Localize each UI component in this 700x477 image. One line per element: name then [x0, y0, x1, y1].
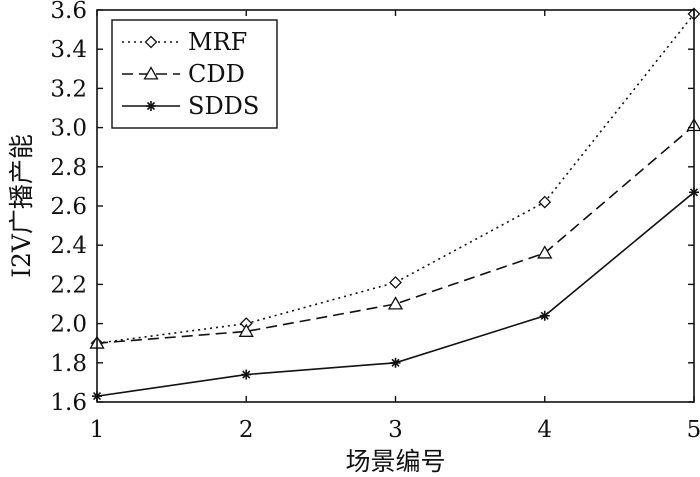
x-tick-label: 2 [239, 417, 254, 443]
y-tick-label: 2.6 [50, 194, 87, 220]
legend-label-cdd: CDD [188, 60, 245, 88]
y-tick-label: 2.4 [50, 233, 87, 259]
legend-marker-cdd [143, 66, 159, 80]
x-axis-title: 场景编号 [345, 447, 445, 476]
data-point-cdd [238, 323, 254, 337]
series-line-cdd [96, 125, 695, 344]
y-tick-label: 2.8 [50, 155, 87, 181]
legend-label-mrf: MRF [188, 28, 247, 56]
legend: MRF CDD SDDS [111, 19, 278, 129]
x-tick-label: 1 [90, 417, 105, 443]
y-tick-label: 1.6 [50, 390, 87, 416]
legend-marker-mrf [144, 35, 158, 49]
y-tick-label: 2.2 [50, 272, 87, 298]
y-axis-title: I2V广播产能 [7, 134, 36, 278]
data-point-cdd [537, 245, 553, 259]
axis-ticks: 1.6 1.8 2.0 2.2 2.4 2.6 2.8 3.0 3.2 3.4 3.6 1 2 3 4 5 [50, 0, 700, 443]
legend-label-sdds: SDDS [188, 92, 259, 120]
x-tick-label: 3 [388, 417, 403, 443]
data-point-cdd [387, 296, 404, 310]
y-tick-label: 3.4 [50, 37, 87, 63]
y-tick-label: 2.0 [50, 312, 87, 338]
x-tick-label: 4 [537, 417, 552, 443]
data-point-mrf [389, 276, 402, 289]
data-point-sdds [539, 310, 550, 321]
y-tick-label: 3.6 [50, 0, 87, 24]
y-tick-label: 3.2 [50, 76, 87, 102]
data-point-mrf [538, 195, 552, 209]
y-tick-label: 1.8 [50, 351, 87, 377]
y-tick-label: 3.0 [50, 116, 87, 142]
data-point-sdds [390, 357, 401, 368]
x-tick-label: 5 [687, 417, 700, 443]
data-point-sdds [241, 369, 252, 380]
legend-marker-sdds [146, 101, 156, 111]
